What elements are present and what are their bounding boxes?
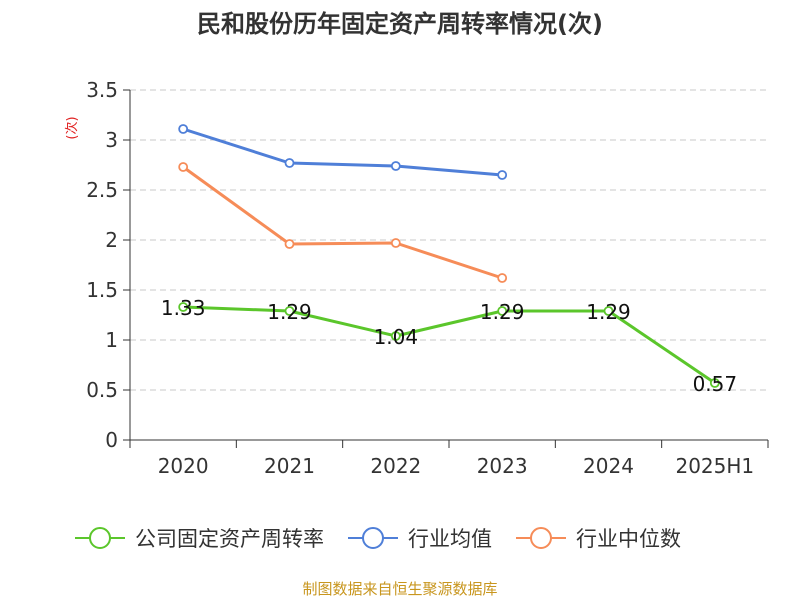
legend-marker-icon [89,527,111,549]
series-line-2 [182,165,503,280]
y-tick-label: 1.5 [86,278,118,302]
data-labels: 1.33 1.29 1.04 1.29 1.29 0.57 [161,296,737,396]
x-tick-label: 2025H1 [675,454,754,478]
data-label: 1.33 [161,296,206,320]
data-label: 1.29 [267,300,312,324]
data-label: 1.29 [586,300,631,324]
data-label: 0.57 [693,372,738,396]
legend-marker-icon [530,527,552,549]
data-label: 1.29 [480,300,525,324]
legend-marker-icon [362,527,384,549]
data-point [497,273,508,283]
legend-item-1[interactable]: 行业均值 [348,527,492,551]
data-point [284,158,295,168]
x-tick-label: 2024 [583,454,634,478]
data-point [390,161,401,171]
x-tick-label: 2020 [158,454,209,478]
data-point [390,238,401,248]
x-tick-label: 2022 [370,454,421,478]
data-point [497,170,508,180]
chart-title: 民和股份历年固定资产周转率情况(次) [197,10,603,38]
source-note: 制图数据来自恒生聚源数据库 [302,580,497,598]
data-point [178,124,189,134]
data-point [497,306,508,316]
series-line-0 [183,305,716,385]
data-point [178,302,189,312]
y-axis-unit-label: (次) [64,116,80,139]
data-point [603,306,614,316]
y-tick-label: 0.5 [86,378,118,402]
series-line-1 [182,127,503,177]
data-point [390,331,401,341]
y-tick-label: 1 [105,328,118,352]
grid-lines [130,89,768,391]
data-point [178,162,189,172]
y-tick-label: 2 [105,228,118,252]
legend-item-0[interactable]: 公司固定资产周转率 [75,527,324,551]
y-tick-label: 3.5 [86,78,118,102]
data-point [284,239,295,249]
x-tick-label: 2021 [264,454,315,478]
legend-item-2[interactable]: 行业中位数 [516,527,681,551]
legend-label: 行业均值 [408,527,492,551]
y-tick-label: 3 [105,128,118,152]
y-tick-label: 0 [105,428,118,452]
data-point [709,378,720,388]
data-label: 1.04 [374,325,419,349]
axes: 0 0.5 1 1.5 2 2.5 3 3.5 2020 2021 2022 2023 2024 2025… [86,78,769,478]
series-lines [178,124,720,388]
x-tick-label: 2023 [477,454,528,478]
data-point [284,306,295,316]
legend-label: 行业中位数 [576,527,681,551]
legend-label: 公司固定资产周转率 [135,527,324,551]
y-tick-label: 2.5 [86,178,118,202]
legend: 公司固定资产周转率 行业均值 行业中位数 [75,527,681,551]
